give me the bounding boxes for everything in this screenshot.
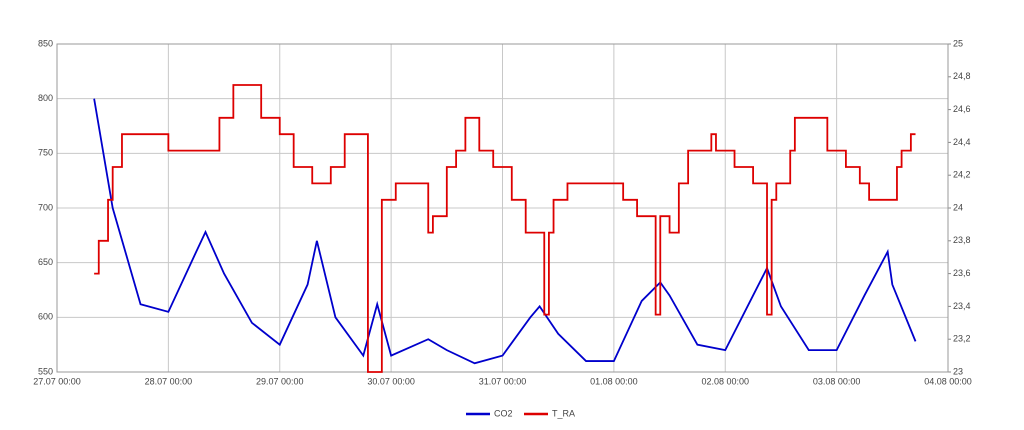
y2-tick-label: 23,6 bbox=[953, 268, 971, 278]
x-tick-label: 30.07 00:00 bbox=[367, 376, 415, 386]
y-tick-label: 750 bbox=[38, 148, 53, 158]
x-tick-label: 02.08 00:00 bbox=[701, 376, 749, 386]
y2-tick-label: 24,2 bbox=[953, 170, 971, 180]
y2-tick-label: 23,4 bbox=[953, 301, 971, 311]
plot-border bbox=[56, 43, 949, 373]
x-tick-label: 27.07 00:00 bbox=[33, 376, 81, 386]
y2-tick-label: 24 bbox=[953, 202, 963, 212]
y2-tick-label: 24,6 bbox=[953, 104, 971, 114]
y-tick-label: 650 bbox=[38, 257, 53, 267]
legend-label: CO2 bbox=[494, 408, 513, 418]
y-tick-label: 800 bbox=[38, 93, 53, 103]
y2-tick-label: 23,8 bbox=[953, 235, 971, 245]
x-tick-label: 31.07 00:00 bbox=[479, 376, 527, 386]
y-tick-label: 850 bbox=[38, 38, 53, 48]
y2-tick-label: 24,8 bbox=[953, 71, 971, 81]
series-line bbox=[93, 98, 917, 365]
x-tick-label: 04.08 00:00 bbox=[924, 376, 972, 386]
x-tick-label: 29.07 00:00 bbox=[256, 376, 304, 386]
x-tick-label: 01.08 00:00 bbox=[590, 376, 638, 386]
y-tick-label: 600 bbox=[38, 312, 53, 322]
series-line bbox=[94, 84, 916, 373]
x-tick-label: 03.08 00:00 bbox=[813, 376, 861, 386]
y-tick-label: 700 bbox=[38, 202, 53, 212]
y2-tick-label: 23 bbox=[953, 366, 963, 376]
y2-tick-label: 23,2 bbox=[953, 334, 971, 344]
x-tick-label: 28.07 00:00 bbox=[145, 376, 193, 386]
legend-label: T_RA bbox=[552, 408, 575, 418]
y-tick-label: 550 bbox=[38, 366, 53, 376]
y2-tick-label: 24,4 bbox=[953, 137, 971, 147]
y2-tick-label: 25 bbox=[953, 38, 963, 48]
